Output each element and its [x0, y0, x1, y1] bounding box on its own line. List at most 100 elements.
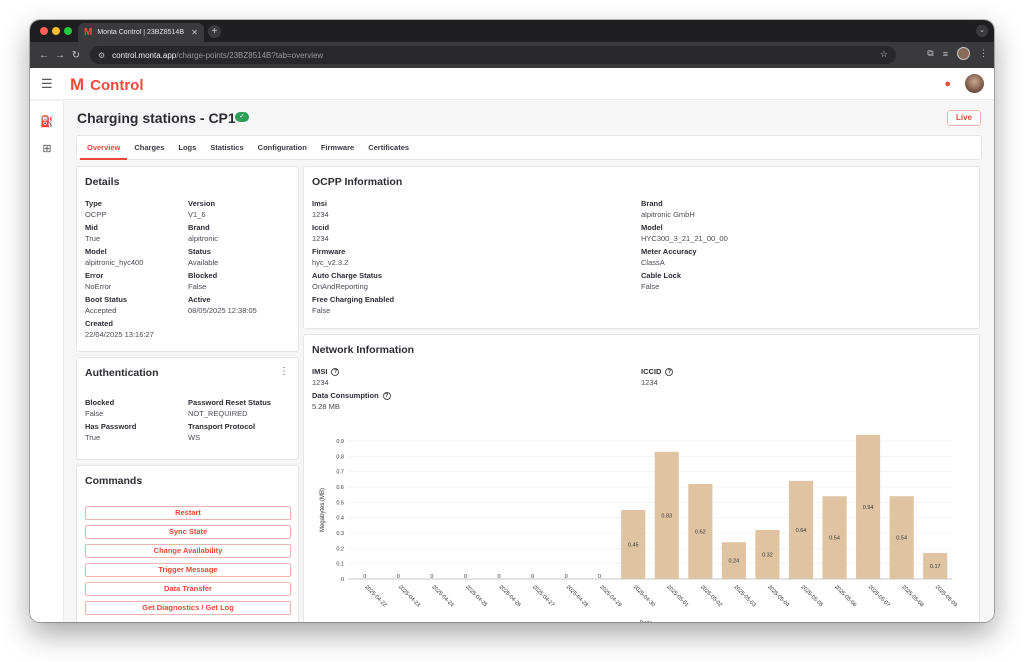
browser-tab-title: Monta Control | 23BZ8514B [97, 29, 184, 36]
sync-state-button[interactable]: Sync State [85, 525, 291, 539]
sitemap-icon[interactable]: ⊞ [42, 143, 52, 155]
bar-value-label: 0.54 [896, 536, 907, 542]
browser-tab[interactable]: M Monta Control | 23BZ8514B ✕ [78, 23, 204, 42]
bar-value-label: 0 [464, 574, 467, 580]
ocpp-iccid: Iccid 1234 [312, 222, 394, 246]
extensions-icon[interactable]: ⧉ [927, 48, 934, 58]
model-value: alpitronic_hyc400 [85, 258, 144, 267]
status-value: Available [188, 258, 219, 267]
page-title: Charging stations - CP1 [77, 110, 236, 126]
y-tick-label: 0.1 [336, 562, 344, 568]
close-tab-icon[interactable]: ✕ [191, 28, 198, 37]
tab-configuration[interactable]: Configuration [257, 143, 307, 152]
model-label: Model [641, 223, 663, 232]
user-avatar[interactable] [965, 74, 984, 93]
bar-value-label: 0 [565, 574, 568, 580]
chart-bar [621, 510, 646, 579]
chart-bar [856, 434, 881, 579]
x-tick-label: 2025-04-26 [498, 584, 522, 608]
media-controls-icon[interactable]: ≡ [942, 48, 948, 59]
bar-value-label: 0.64 [796, 528, 807, 534]
transport-protocol-label: Transport Protocol [188, 422, 256, 431]
address-bar[interactable]: ⚙ control.monta.app /charge-points/23BZ8… [90, 46, 896, 64]
back-icon[interactable]: ← [39, 49, 49, 61]
chart-bar [654, 451, 679, 579]
ocpp-meter-accuracy: Meter Accuracy ClassA [641, 246, 728, 270]
ocpp-left-column: Imsi 1234 Iccid 1234 Firmware hyc_v2.3.2 Auto … [312, 198, 394, 318]
more-options-icon[interactable]: ⋮ [279, 366, 289, 377]
y-tick-label: 0.7 [336, 470, 344, 476]
tab-logs[interactable]: Logs [178, 143, 197, 152]
brand-label: Brand [641, 199, 663, 208]
new-tab-icon[interactable]: + [208, 25, 221, 38]
error-value: NoError [85, 282, 112, 291]
commands-list: Restart Sync State Change Availability Trig… [85, 506, 291, 620]
charge-point-icon[interactable]: ⛽ [40, 116, 54, 128]
tab-certificates[interactable]: Certificates [368, 143, 410, 152]
bar-value-label: 0.94 [863, 505, 874, 511]
cable-lock-value: False [641, 282, 660, 291]
help-icon[interactable]: ? [665, 368, 674, 376]
data-consumption-field: Data Consumption? 5.28 MB [312, 390, 391, 413]
imsi-field: IMSI? 1234 [312, 366, 340, 389]
bar-value-label: 0 [497, 574, 500, 580]
browser-window: M Monta Control | 23BZ8514B ✕ + ⌄ ← → ↻ … [30, 20, 994, 622]
change-availability-button[interactable]: Change Availability [85, 544, 291, 558]
network-card: Network Information IMSI? 1234 ICCID? 12… [303, 334, 980, 622]
bar-value-label: 0.32 [762, 552, 773, 558]
chart-bar [889, 496, 914, 579]
restart-button[interactable]: Restart [85, 506, 291, 520]
x-tick-label: 2025-04-22 [363, 584, 387, 608]
get-diagnostics-get-log-button[interactable]: Get Diagnostics / Get Log [85, 601, 291, 615]
url-path: /charge-points/23BZ8514B?tab=overview [176, 50, 324, 60]
browser-tab-strip: M Monta Control | 23BZ8514B ✕ + ⌄ [30, 20, 994, 42]
network-title: Network Information [312, 344, 415, 356]
ocpp-right-column: Brand alpitronic GmbH Model HYC300_3_21_21_… [641, 198, 728, 294]
tab-firmware[interactable]: Firmware [320, 143, 355, 152]
monta-logo[interactable]: M Control [70, 75, 144, 95]
x-axis-title: Date [640, 621, 653, 622]
bookmark-star-icon[interactable]: ☆ [879, 49, 888, 59]
data-transfer-button[interactable]: Data Transfer [85, 582, 291, 596]
reload-icon[interactable]: ↻ [71, 49, 81, 61]
browser-menu-icon[interactable]: ⋮ [979, 48, 988, 58]
bar-value-label: 0.54 [829, 536, 840, 542]
detail-brand: Brand alpitronic [188, 222, 298, 246]
menu-icon[interactable]: ☰ [41, 76, 53, 91]
profile-avatar[interactable] [957, 47, 970, 60]
active-value: 08/05/2025 12:38:05 [188, 306, 257, 315]
chart-bar [688, 483, 713, 579]
chart-bar [755, 529, 780, 579]
minimize-window-button[interactable] [52, 27, 60, 35]
notification-icon[interactable]: ● [944, 77, 951, 90]
tab-search-icon[interactable]: ⌄ [976, 25, 988, 37]
y-tick-label: 0.6 [336, 485, 344, 491]
app-header: ☰ M Control ● [30, 68, 994, 100]
help-icon[interactable]: ? [382, 392, 391, 400]
ocpp-model: Model HYC300_3_21_21_00_00 [641, 222, 728, 246]
x-tick-label: 2025-05-07 [867, 584, 891, 608]
live-button[interactable]: Live [947, 110, 981, 126]
tab-statistics[interactable]: Statistics [210, 143, 244, 152]
x-tick-label: 2025-04-29 [598, 584, 622, 608]
trigger-message-button[interactable]: Trigger Message [85, 563, 291, 577]
y-tick-label: 0.9 [336, 439, 344, 445]
help-icon[interactable]: ? [331, 368, 340, 376]
x-tick-label: 2025-05-02 [699, 584, 723, 608]
bar-value-label: 0.45 [628, 543, 639, 549]
y-tick-label: 0.5 [336, 500, 344, 506]
tab-charges[interactable]: Charges [134, 143, 165, 152]
site-settings-icon[interactable]: ⚙ [98, 50, 106, 60]
details-card: Details Type OCPP Version V1_6 Mid True Brand a… [76, 166, 299, 352]
maximize-window-button[interactable] [64, 27, 72, 35]
brand-label: Brand [188, 223, 210, 232]
browser-toolbar: ← → ↻ ⚙ control.monta.app /charge-points… [30, 42, 994, 68]
chart-bar [822, 496, 847, 579]
blocked-label: Blocked [188, 271, 218, 280]
close-window-button[interactable] [40, 27, 48, 35]
brand-value: alpitronic [188, 234, 219, 243]
forward-icon[interactable]: → [55, 49, 65, 61]
ocpp-brand: Brand alpitronic GmbH [641, 198, 728, 222]
tab-overview[interactable]: Overview [80, 136, 128, 160]
page-title-row: Charging stations - CP1 ✓ Live [76, 101, 982, 135]
